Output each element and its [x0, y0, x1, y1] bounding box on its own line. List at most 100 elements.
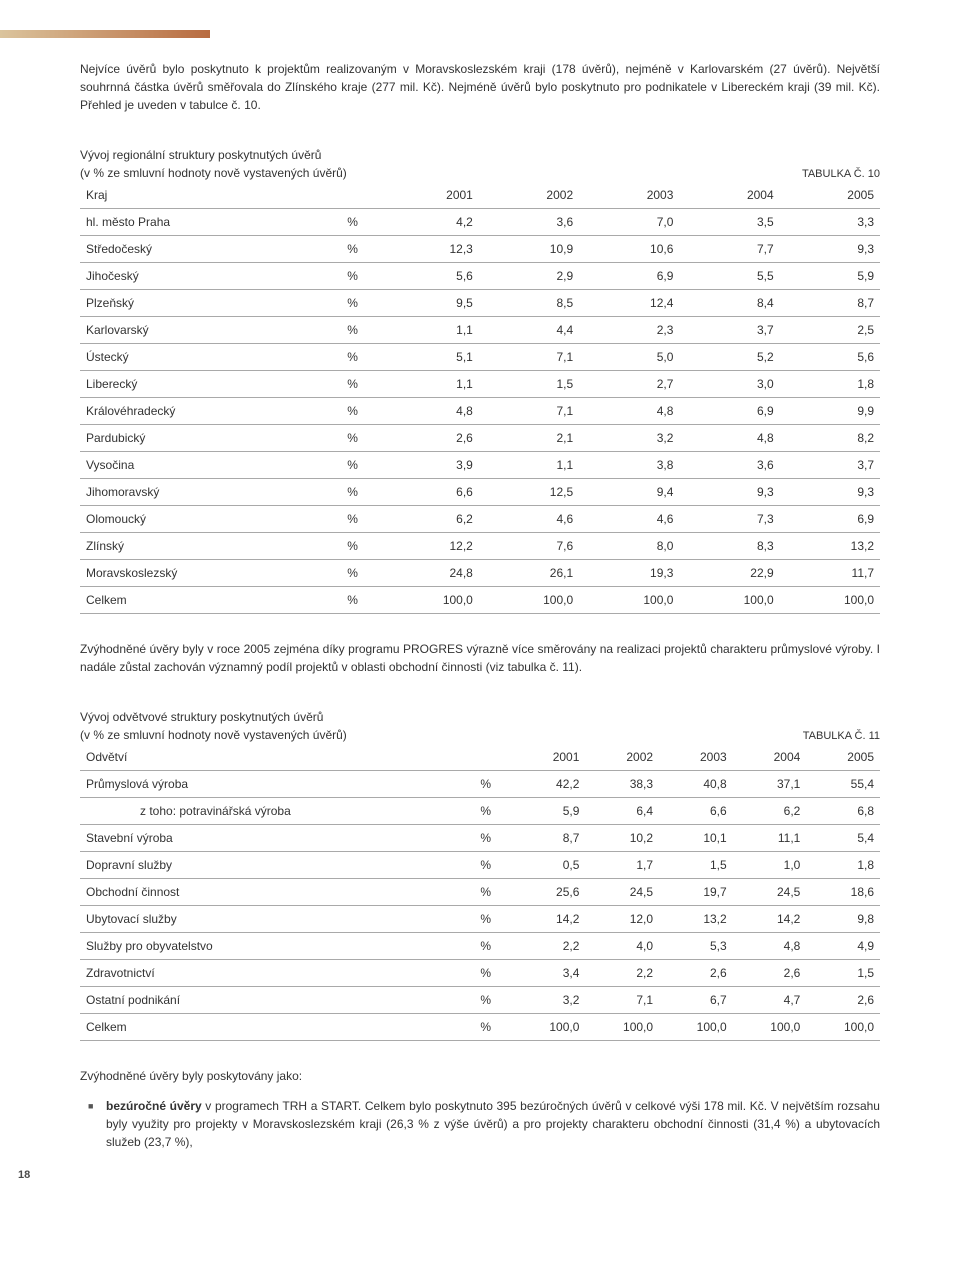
cell-value: 7,7 [679, 236, 779, 263]
cell-value: 4,9 [806, 933, 880, 960]
cell-value: 19,3 [579, 560, 679, 587]
cell-value: 8,3 [679, 533, 779, 560]
header-accent-bar [0, 30, 210, 38]
cell-value: 100,0 [780, 587, 880, 614]
table-row: Pardubický%2,62,13,24,88,2 [80, 425, 880, 452]
cell-value: 4,8 [579, 398, 679, 425]
row-label: Pardubický [80, 425, 327, 452]
table-row: Dopravní služby%0,51,71,51,01,8 [80, 852, 880, 879]
table2-title-line2: (v % ze smluvní hodnoty nově vystavených… [80, 726, 347, 744]
cell-value: 6,8 [806, 798, 880, 825]
row-label: Karlovarský [80, 317, 327, 344]
row-unit: % [327, 479, 379, 506]
row-unit: % [327, 533, 379, 560]
cell-value: 6,7 [659, 987, 733, 1014]
cell-value: 1,1 [379, 317, 479, 344]
row-label: z toho: potravinářská výroba [80, 798, 460, 825]
row-label: hl. město Praha [80, 209, 327, 236]
cell-value: 2,5 [780, 317, 880, 344]
table1-col-2005: 2005 [780, 182, 880, 209]
cell-value: 6,9 [579, 263, 679, 290]
row-label: Celkem [80, 587, 327, 614]
row-label: Zlínský [80, 533, 327, 560]
table-row: z toho: potravinářská výroba%5,96,46,66,… [80, 798, 880, 825]
table-row: Královéhradecký%4,87,14,86,99,9 [80, 398, 880, 425]
cell-value: 7,1 [479, 344, 579, 371]
cell-value: 8,0 [579, 533, 679, 560]
table-row: Ostatní podnikání%3,27,16,74,72,6 [80, 987, 880, 1014]
table1-col-2003: 2003 [579, 182, 679, 209]
cell-value: 3,4 [512, 960, 586, 987]
cell-value: 3,5 [679, 209, 779, 236]
table-row: Celkem%100,0100,0100,0100,0100,0 [80, 587, 880, 614]
cell-value: 7,1 [585, 987, 659, 1014]
cell-value: 12,5 [479, 479, 579, 506]
cell-value: 22,9 [679, 560, 779, 587]
row-label: Ústecký [80, 344, 327, 371]
cell-value: 1,5 [479, 371, 579, 398]
cell-value: 8,2 [780, 425, 880, 452]
bullet-rest: v programech TRH a START. Celkem bylo po… [106, 1099, 880, 1149]
table-row: Olomoucký%6,24,64,67,36,9 [80, 506, 880, 533]
cell-value: 100,0 [512, 1014, 586, 1041]
cell-value: 100,0 [733, 1014, 807, 1041]
cell-value: 100,0 [579, 587, 679, 614]
row-label: Služby pro obyvatelstvo [80, 933, 460, 960]
cell-value: 4,8 [379, 398, 479, 425]
table-row: Plzeňský%9,58,512,48,48,7 [80, 290, 880, 317]
row-label: Jihomoravský [80, 479, 327, 506]
cell-value: 5,6 [379, 263, 479, 290]
cell-value: 10,1 [659, 825, 733, 852]
row-unit: % [327, 236, 379, 263]
cell-value: 8,4 [679, 290, 779, 317]
table-row: Obchodní činnost%25,624,519,724,518,6 [80, 879, 880, 906]
cell-value: 13,2 [780, 533, 880, 560]
cell-value: 5,9 [780, 263, 880, 290]
row-label: Ubytovací služby [80, 906, 460, 933]
row-unit: % [327, 344, 379, 371]
row-unit: % [327, 587, 379, 614]
cell-value: 7,6 [479, 533, 579, 560]
list-intro-text: Zvýhodněné úvěry byly poskytovány jako: [80, 1067, 880, 1085]
cell-value: 2,2 [512, 933, 586, 960]
cell-value: 6,6 [659, 798, 733, 825]
cell-value: 2,3 [579, 317, 679, 344]
cell-value: 3,2 [512, 987, 586, 1014]
cell-value: 42,2 [512, 771, 586, 798]
cell-value: 9,8 [806, 906, 880, 933]
cell-value: 5,4 [806, 825, 880, 852]
table-row: hl. město Praha%4,23,67,03,53,3 [80, 209, 880, 236]
cell-value: 2,2 [585, 960, 659, 987]
cell-value: 1,7 [585, 852, 659, 879]
row-label: Středočeský [80, 236, 327, 263]
cell-value: 12,2 [379, 533, 479, 560]
cell-value: 3,2 [579, 425, 679, 452]
row-label: Liberecký [80, 371, 327, 398]
cell-value: 6,6 [379, 479, 479, 506]
row-unit: % [327, 209, 379, 236]
cell-value: 9,3 [679, 479, 779, 506]
cell-value: 3,3 [780, 209, 880, 236]
row-label: Královéhradecký [80, 398, 327, 425]
table-row: Stavební výroba%8,710,210,111,15,4 [80, 825, 880, 852]
cell-value: 9,9 [780, 398, 880, 425]
table2-col-2003: 2003 [659, 744, 733, 771]
row-unit: % [460, 798, 512, 825]
cell-value: 3,7 [780, 452, 880, 479]
cell-value: 6,2 [379, 506, 479, 533]
paragraph-1: Nejvíce úvěrů bylo poskytnuto k projektů… [80, 60, 880, 114]
cell-value: 14,2 [512, 906, 586, 933]
cell-value: 5,2 [679, 344, 779, 371]
table-row: Středočeský%12,310,910,67,79,3 [80, 236, 880, 263]
cell-value: 11,1 [733, 825, 807, 852]
cell-value: 9,3 [780, 236, 880, 263]
table-row: Liberecký%1,11,52,73,01,8 [80, 371, 880, 398]
cell-value: 100,0 [806, 1014, 880, 1041]
cell-value: 10,9 [479, 236, 579, 263]
row-unit: % [327, 425, 379, 452]
cell-value: 100,0 [379, 587, 479, 614]
cell-value: 9,4 [579, 479, 679, 506]
loan-type-list: bezúročné úvěry v programech TRH a START… [80, 1097, 880, 1151]
cell-value: 9,3 [780, 479, 880, 506]
cell-value: 2,6 [659, 960, 733, 987]
